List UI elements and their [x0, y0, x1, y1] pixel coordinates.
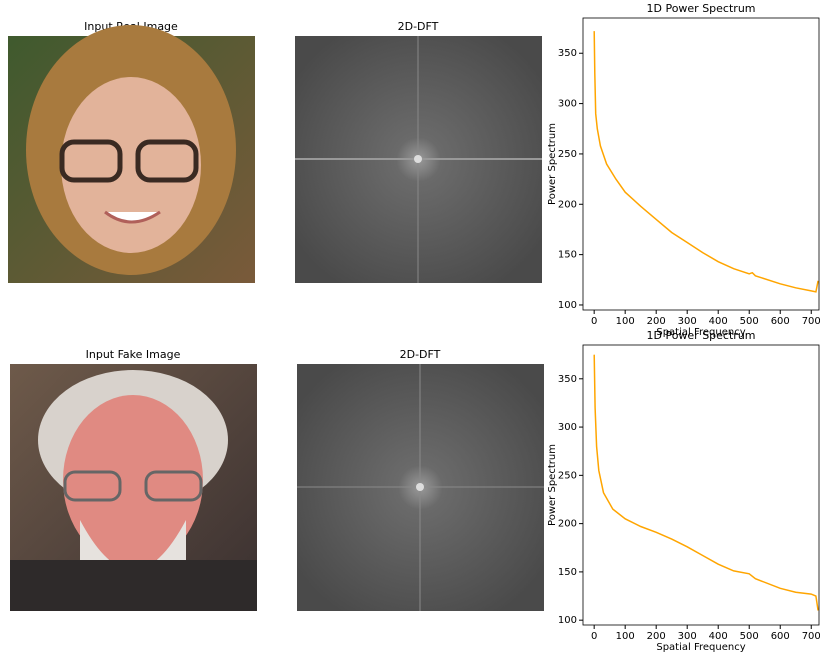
spectrum-line	[594, 355, 818, 611]
y-tick-label: 250	[558, 470, 577, 481]
y-tick-label: 350	[558, 48, 577, 59]
x-tick-label: 300	[678, 631, 697, 642]
x-tick-label: 600	[771, 631, 790, 642]
y-tick-label: 150	[558, 250, 577, 261]
x-tick-label: 700	[802, 316, 820, 327]
y-tick-label: 300	[558, 422, 577, 433]
x-tick-label: 500	[740, 631, 759, 642]
plot-frame	[583, 345, 819, 625]
x-tick-label: 500	[740, 316, 759, 327]
chart-title: 1D Power Spectrum	[646, 2, 755, 15]
y-tick-label: 100	[558, 615, 577, 626]
y-tick-label: 100	[558, 300, 577, 311]
y-tick-label: 350	[558, 374, 577, 385]
panel-title: 2D-DFT	[400, 348, 441, 361]
x-tick-label: 0	[591, 631, 597, 642]
y-tick-label: 150	[558, 567, 577, 578]
plot-frame	[583, 18, 819, 310]
x-tick-label: 600	[771, 316, 790, 327]
x-tick-label: 700	[802, 631, 820, 642]
fake-image	[10, 364, 257, 611]
panel-title: 2D-DFT	[398, 20, 439, 33]
x-tick-label: 200	[647, 316, 666, 327]
real-image	[8, 25, 255, 283]
chart-title: 1D Power Spectrum	[646, 329, 755, 342]
x-tick-label: 200	[647, 631, 666, 642]
dft-image	[295, 36, 542, 283]
y-tick-label: 200	[558, 199, 577, 210]
y-tick-label: 250	[558, 149, 577, 160]
y-tick-label: 300	[558, 99, 577, 110]
x-tick-label: 100	[616, 631, 635, 642]
x-tick-label: 400	[709, 316, 728, 327]
dft-image	[297, 364, 544, 611]
x-tick-label: 100	[616, 316, 635, 327]
panel-title: Input Fake Image	[86, 348, 181, 361]
x-tick-label: 400	[709, 631, 728, 642]
spectrum-line	[594, 31, 818, 292]
figure: Input Real Image 2D-DFT Input Fake Image…	[0, 0, 820, 653]
x-tick-label: 0	[591, 316, 597, 327]
y-axis-label: Power Spectrum	[547, 123, 558, 205]
y-tick-label: 200	[558, 519, 577, 530]
x-axis-label: Spatial Frequency	[656, 642, 745, 653]
x-tick-label: 300	[678, 316, 697, 327]
y-axis-label: Power Spectrum	[547, 444, 558, 526]
